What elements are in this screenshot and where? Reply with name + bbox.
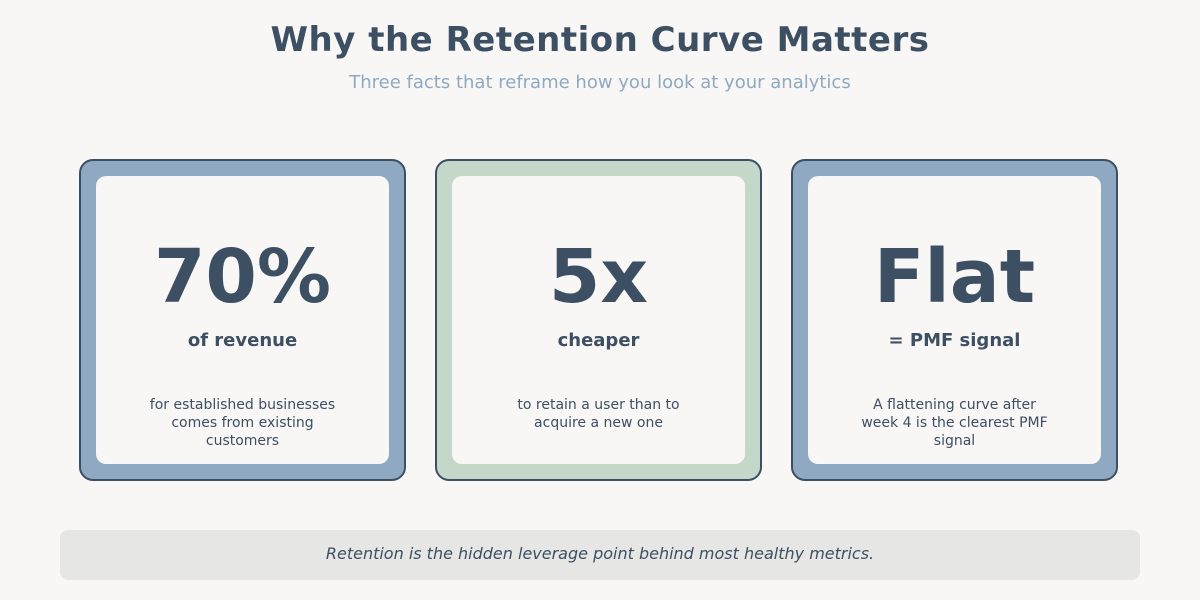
card: 5x cheaper to retain a user than to acqu…: [435, 159, 762, 481]
card-description: A flattening curve after week 4 is the c…: [861, 397, 1048, 449]
title: Why the Retention Curve Matters: [270, 20, 930, 60]
card-description: for established businesses comes from ex…: [149, 397, 336, 449]
card: Flat = PMF signal A flattening curve aft…: [791, 159, 1118, 481]
card-panel: 5x cheaper to retain a user than to acqu…: [452, 176, 745, 464]
card-panel: 70% of revenue for established businesse…: [96, 176, 389, 464]
card-headline: Flat: [873, 234, 1036, 320]
card-panel: Flat = PMF signal A flattening curve aft…: [808, 176, 1101, 464]
footer-note: Retention is the hidden leverage point b…: [60, 530, 1140, 580]
card-headline: 70%: [153, 234, 332, 320]
card-headline: 5x: [548, 234, 649, 320]
subtitle: Three facts that reframe how you look at…: [349, 72, 851, 93]
card-label: = PMF signal: [888, 330, 1021, 351]
card: 70% of revenue for established businesse…: [79, 159, 406, 481]
card-label: of revenue: [187, 330, 298, 351]
card-label: cheaper: [557, 330, 640, 351]
card-description: to retain a user than to acquire a new o…: [517, 397, 680, 431]
